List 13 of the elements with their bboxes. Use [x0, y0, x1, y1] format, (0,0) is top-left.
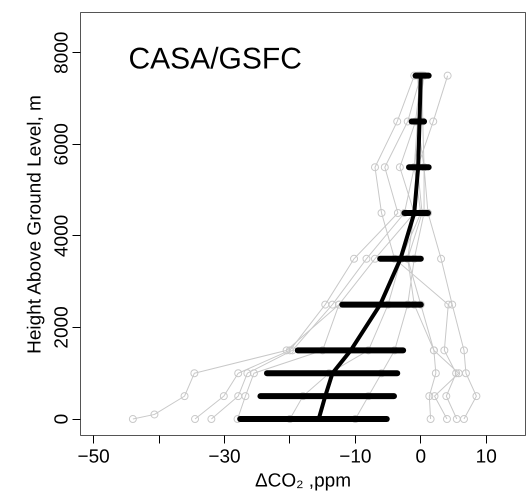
- y-tick-label: 0: [52, 414, 72, 424]
- x-tick-label: −50: [77, 446, 110, 468]
- y-tick-label: 8000: [52, 32, 72, 74]
- y-axis-title: Height Above Ground Level, m: [24, 95, 46, 354]
- x-tick-label: 10: [476, 446, 497, 468]
- x-axis-title: ΔCO₂ ,ppm: [254, 470, 352, 492]
- y-tick-label: 2000: [52, 306, 72, 349]
- x-tick-label: −10: [339, 446, 372, 468]
- y-tick-label: 4000: [52, 214, 72, 258]
- x-tick-label: 0: [416, 446, 426, 468]
- annotation: CASA/GSFC: [128, 42, 302, 76]
- y-tick-label: 6000: [52, 123, 72, 166]
- x-tick-label: −30: [208, 446, 241, 468]
